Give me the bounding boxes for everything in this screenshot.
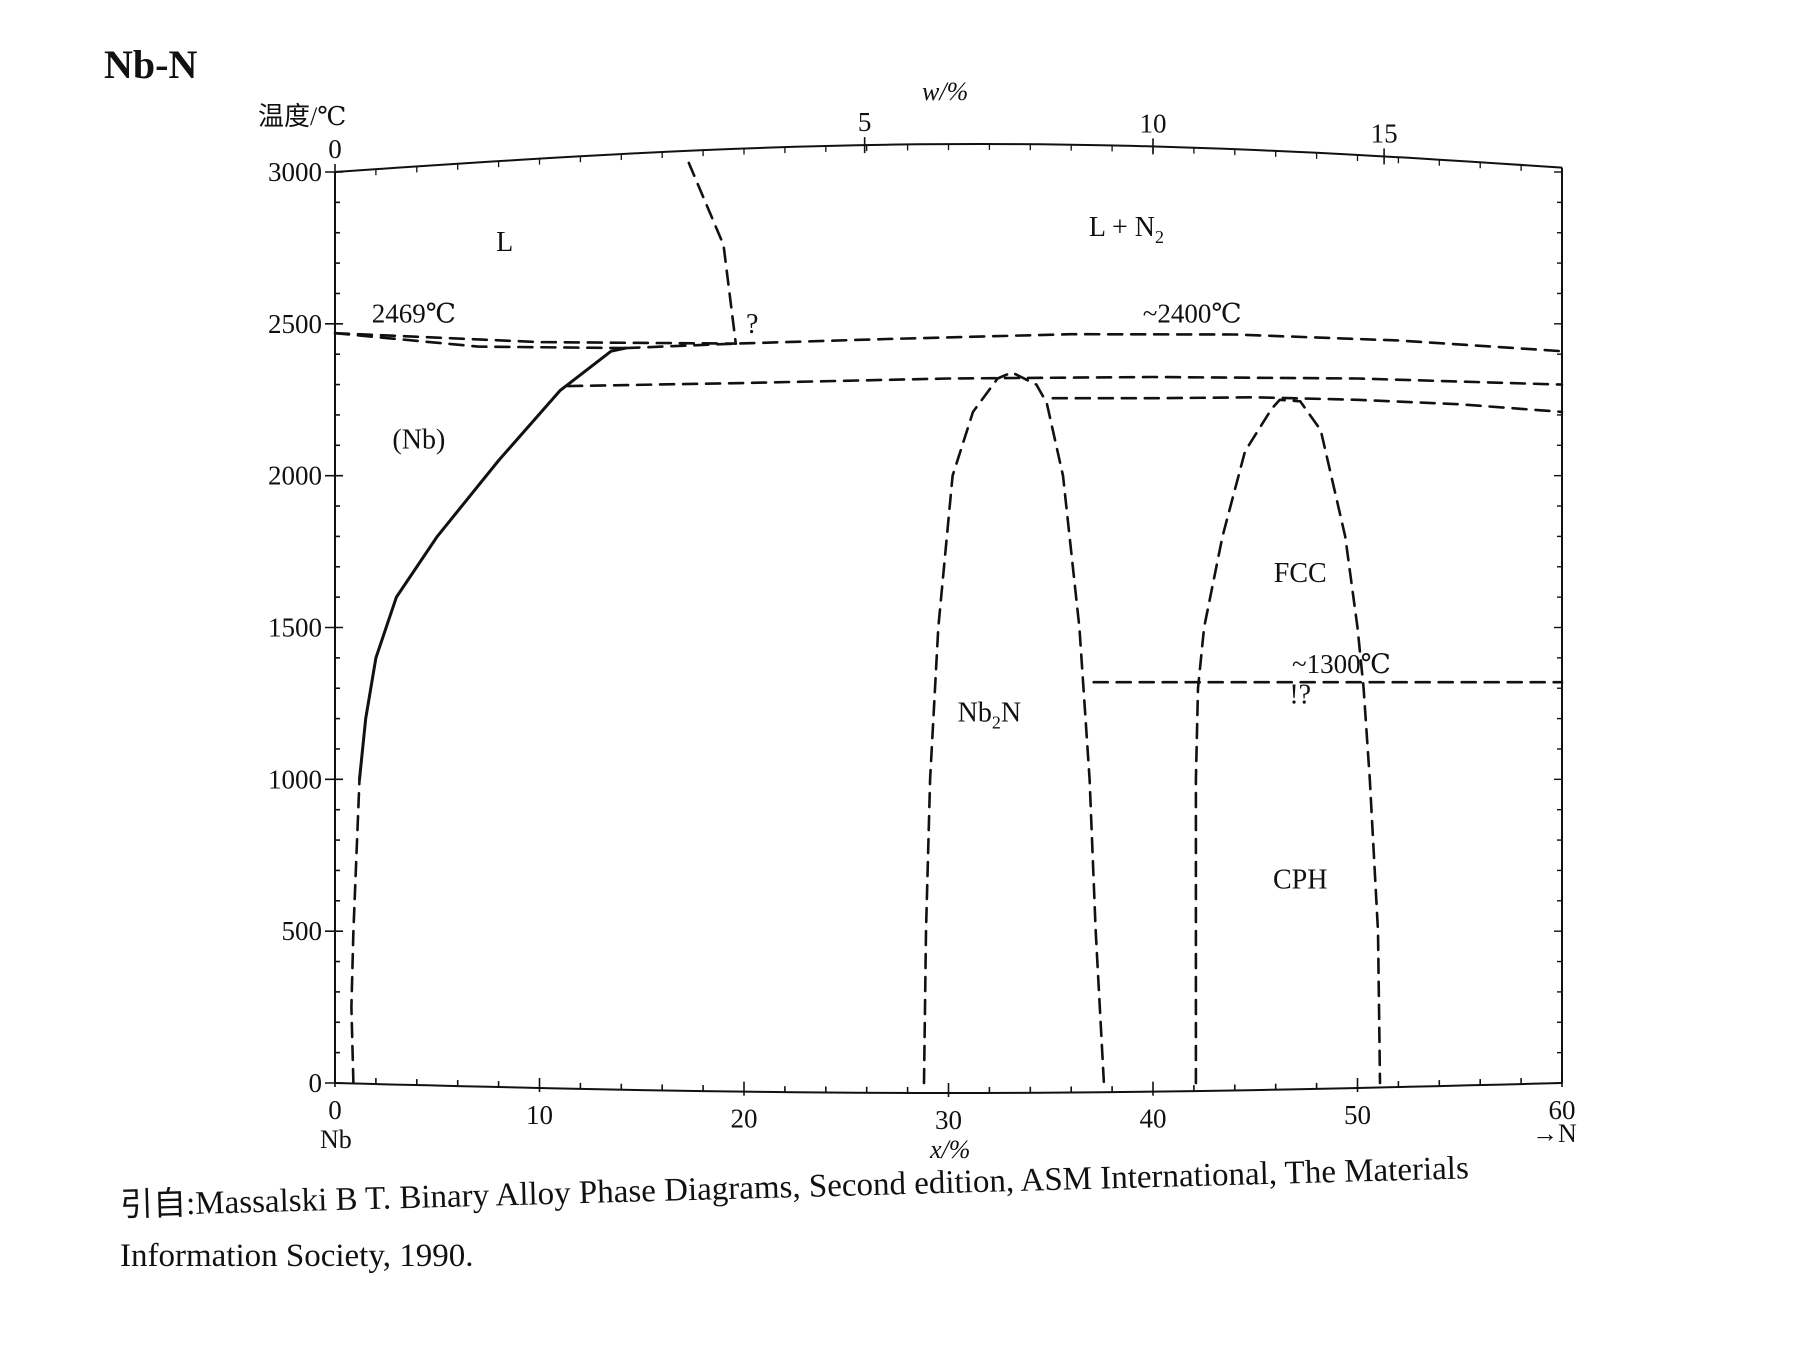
phase-label-text: (Nb) xyxy=(392,424,445,455)
phase-label: (Nb) xyxy=(392,424,445,455)
y-axis-title: 温度/℃ xyxy=(258,102,346,131)
x-tick-label: 40 xyxy=(1140,1104,1167,1134)
phase-label: FCC xyxy=(1274,558,1327,589)
top-tick-label: 15 xyxy=(1371,118,1398,148)
phase-label: CPH xyxy=(1273,865,1327,896)
x-tick-label: 20 xyxy=(731,1104,758,1134)
temperature-label: ~1300℃ xyxy=(1292,649,1391,679)
phase-boundary-2 xyxy=(333,331,738,345)
x-axis-title: x/% xyxy=(929,1135,970,1164)
x-tick-label: 30 xyxy=(935,1105,962,1135)
phase-label-text: Nb xyxy=(958,698,992,729)
y-tick-label: 2500 xyxy=(268,309,322,339)
phase-boundary-6 xyxy=(566,375,1564,388)
phase-label-subscript: 2 xyxy=(1155,227,1164,247)
phase-boundaries xyxy=(333,161,1564,1085)
y-tick-label: 1000 xyxy=(268,764,322,794)
phase-boundary-7 xyxy=(922,371,1106,1085)
phase-label-text: ? xyxy=(746,309,758,340)
phase-label: Nb2N xyxy=(958,698,1021,733)
phase-label: L + N2 xyxy=(1089,212,1164,247)
system-title: Nb-N xyxy=(104,42,197,87)
temperature-label: ~2400℃ xyxy=(1143,298,1242,328)
x-end-label: →N xyxy=(1532,1119,1577,1148)
phase-label-text: L + N xyxy=(1089,212,1155,243)
phase-boundary-4 xyxy=(624,332,1564,353)
phase-label-text: FCC xyxy=(1274,558,1327,589)
y-tick-label: 0 xyxy=(309,1068,323,1098)
phase-label-text: !? xyxy=(1289,679,1311,710)
phase-label-text: CPH xyxy=(1273,865,1327,896)
temperature-label: 2469℃ xyxy=(372,298,456,328)
citation-line-2: Information Society, 1990. xyxy=(120,1238,474,1274)
phase-boundary-8 xyxy=(1051,396,1564,414)
y-tick-label: 3000 xyxy=(268,157,322,187)
phase-label-subscript: 2 xyxy=(992,713,1001,733)
y-tick-label: 500 xyxy=(282,916,323,946)
y-tick-label: 1500 xyxy=(268,613,322,643)
top-axis-title: w/% xyxy=(922,77,968,106)
top-tick-label: 0 xyxy=(328,134,342,164)
phase-boundary-5 xyxy=(687,161,738,345)
phase-boundary-1 xyxy=(350,778,361,1085)
phase-label-text: L xyxy=(496,227,513,258)
x-tick-label: 10 xyxy=(526,1100,553,1130)
phase-label: !? xyxy=(1289,679,1311,710)
x-start-label: Nb xyxy=(320,1125,352,1154)
x-tick-label: 50 xyxy=(1344,1100,1371,1130)
phase-boundary-9 xyxy=(1194,398,1382,1085)
phase-boundary-3 xyxy=(333,331,627,350)
phase-label-suffix: N xyxy=(1001,698,1021,729)
top-tick-label: 10 xyxy=(1140,108,1167,138)
phase-label: L xyxy=(496,227,513,258)
top-tick-label: 5 xyxy=(858,107,872,137)
phase-boundary-0 xyxy=(358,346,627,781)
x-tick-label: 60 xyxy=(1549,1095,1576,1125)
y-tick-label: 2000 xyxy=(268,461,322,491)
phase-label: ? xyxy=(746,309,758,340)
x-tick-label: 0 xyxy=(328,1095,342,1125)
